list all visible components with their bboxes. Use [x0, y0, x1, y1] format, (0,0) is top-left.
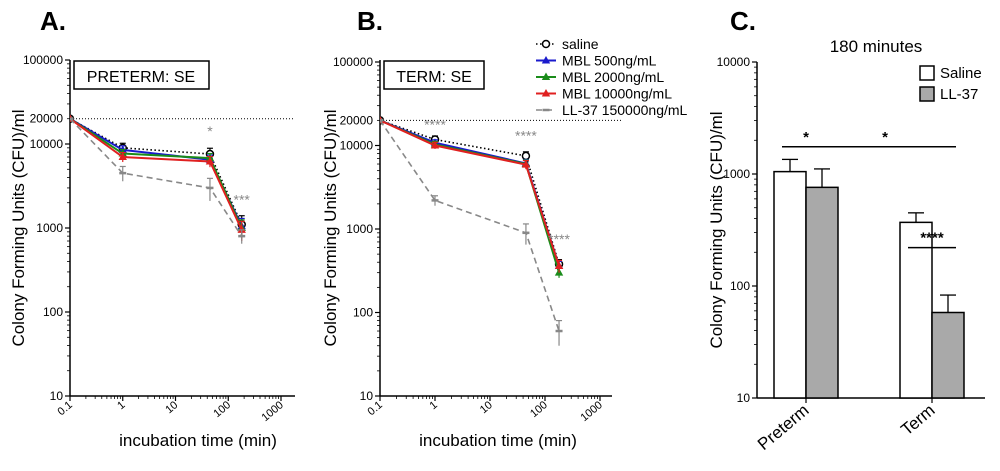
series-ll-37-150000ng-ml — [380, 119, 563, 346]
panel-b-title-box: TERM: SE — [383, 60, 485, 90]
series-line — [70, 117, 243, 231]
legend-marker — [541, 72, 551, 80]
y-tick-label: 100 — [730, 279, 750, 293]
legend-item: LL-37 — [919, 86, 978, 103]
panel-c-y-label: Colony Forming Units (CFU)/ml — [707, 111, 726, 348]
x-tick-label: 1000 — [259, 399, 285, 424]
panel-a-reference-label: 20000 — [30, 112, 64, 126]
x-tick-label: 1000 — [578, 399, 604, 424]
series-mbl-500ng-ml — [70, 114, 246, 237]
legend-item: MBL 10000ng/mL — [536, 86, 672, 102]
significance-annotation: **** — [424, 117, 446, 133]
series-mbl-10000ng-ml — [380, 115, 564, 273]
significance-label: * — [803, 129, 809, 146]
y-tick-label: 100000 — [333, 55, 373, 69]
panel-b-label: B. — [357, 6, 383, 36]
data-point — [205, 156, 215, 165]
panel-b-y-ticks: 10 100 1000 10000 100000 — [333, 55, 380, 403]
legend-item: LL-37 150000ng/mL — [536, 102, 688, 118]
y-tick-label: 10 — [50, 389, 64, 403]
bar-preterm-ll-37 — [805, 186, 839, 399]
series-line — [70, 118, 243, 237]
category-label: Preterm — [754, 401, 813, 454]
y-tick-label: 100 — [353, 306, 373, 320]
significance-label: * — [882, 129, 888, 146]
legend-label: saline — [562, 36, 599, 52]
panel-b-x-label: incubation time (min) — [419, 431, 577, 450]
x-tick-label: 10 — [478, 399, 495, 416]
y-tick-label: 1000 — [36, 221, 63, 235]
y-tick-label: 1000 — [723, 167, 750, 181]
panel-a-title: PRETERM: SE — [87, 69, 195, 86]
panel-a-label: A. — [40, 6, 66, 36]
legend-item: Saline — [919, 65, 982, 82]
panel-a-y-ticks: 10 100 1000 10000 100000 — [23, 53, 70, 403]
panel-a-x-label: incubation time (min) — [119, 431, 277, 450]
x-tick-label: 1 — [115, 399, 127, 412]
series-line — [380, 119, 560, 265]
data-point — [430, 141, 440, 149]
x-tick-label: 100 — [528, 399, 550, 420]
bar-preterm-saline — [773, 170, 807, 399]
legend-item: MBL 2000ng/mL — [536, 69, 664, 85]
series-mbl-2000ng-ml — [70, 114, 246, 239]
panel-b-x-ticks: 0.1 1 10 100 1000 — [365, 396, 605, 424]
panel-b-reference-label: 20000 — [340, 113, 374, 127]
legend-label: MBL 10000ng/mL — [562, 86, 672, 102]
y-tick-label: 10000 — [717, 55, 751, 69]
y-tick-label: 100000 — [23, 53, 63, 67]
series-ll-37-150000ng-ml — [70, 117, 246, 244]
legend-marker — [541, 56, 551, 64]
legend-swatch — [919, 86, 935, 102]
x-tick-label: 1 — [428, 399, 440, 412]
panel-a-title-box: PRETERM: SE — [73, 60, 210, 90]
panel-c-legend: Saline LL-37 — [919, 65, 982, 103]
significance-label: **** — [920, 230, 944, 247]
legend-item: saline — [536, 36, 599, 52]
y-tick-label: 10000 — [30, 137, 64, 151]
data-point — [118, 152, 127, 161]
significance-annotation: **** — [548, 231, 570, 247]
y-tick-label: 100 — [43, 305, 63, 319]
panel-b-y-label: Colony Forming Units (CFU)/ml — [321, 109, 340, 346]
y-tick-label: 10000 — [340, 139, 374, 153]
data-point — [237, 225, 246, 233]
legend-swatch — [919, 65, 935, 81]
legend-label: Saline — [940, 65, 982, 82]
category-label: Term — [897, 401, 938, 440]
data-point — [521, 151, 531, 161]
bar-term-saline — [899, 221, 933, 399]
significance-annotation: **** — [515, 127, 537, 143]
panel-a-y-label: Colony Forming Units (CFU)/ml — [9, 109, 28, 346]
panel-a-x-ticks: 0.1 1 10 100 1000 — [55, 396, 286, 424]
y-tick-label: 10 — [360, 389, 374, 403]
significance-annotation: * — [207, 123, 213, 139]
legend-label: LL-37 150000ng/mL — [562, 102, 688, 118]
y-tick-label: 10 — [737, 391, 751, 405]
data-point — [554, 261, 564, 270]
legend-item: MBL 500ng/mL — [536, 53, 657, 69]
legend-marker — [541, 39, 551, 49]
legend-label: MBL 500ng/mL — [562, 53, 657, 69]
panel-c-label: C. — [730, 6, 756, 36]
series-line — [380, 119, 560, 267]
legend-marker — [541, 89, 551, 97]
y-tick-label: 1000 — [346, 222, 373, 236]
panel-c-title: 180 minutes — [830, 37, 923, 56]
series-line — [380, 119, 560, 332]
legend-label: MBL 2000ng/mL — [562, 69, 664, 85]
significance-annotation: *** — [234, 192, 251, 208]
data-point — [521, 160, 531, 168]
series-line — [70, 117, 243, 229]
x-tick-label: 10 — [163, 399, 180, 416]
legend-label: LL-37 — [940, 86, 978, 103]
panel-b-title: TERM: SE — [396, 69, 472, 86]
bar-term-ll-37 — [931, 311, 965, 399]
x-tick-label: 100 — [211, 399, 233, 420]
